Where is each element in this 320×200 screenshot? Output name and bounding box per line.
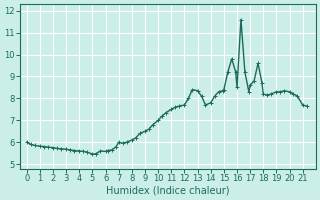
- X-axis label: Humidex (Indice chaleur): Humidex (Indice chaleur): [106, 186, 230, 196]
